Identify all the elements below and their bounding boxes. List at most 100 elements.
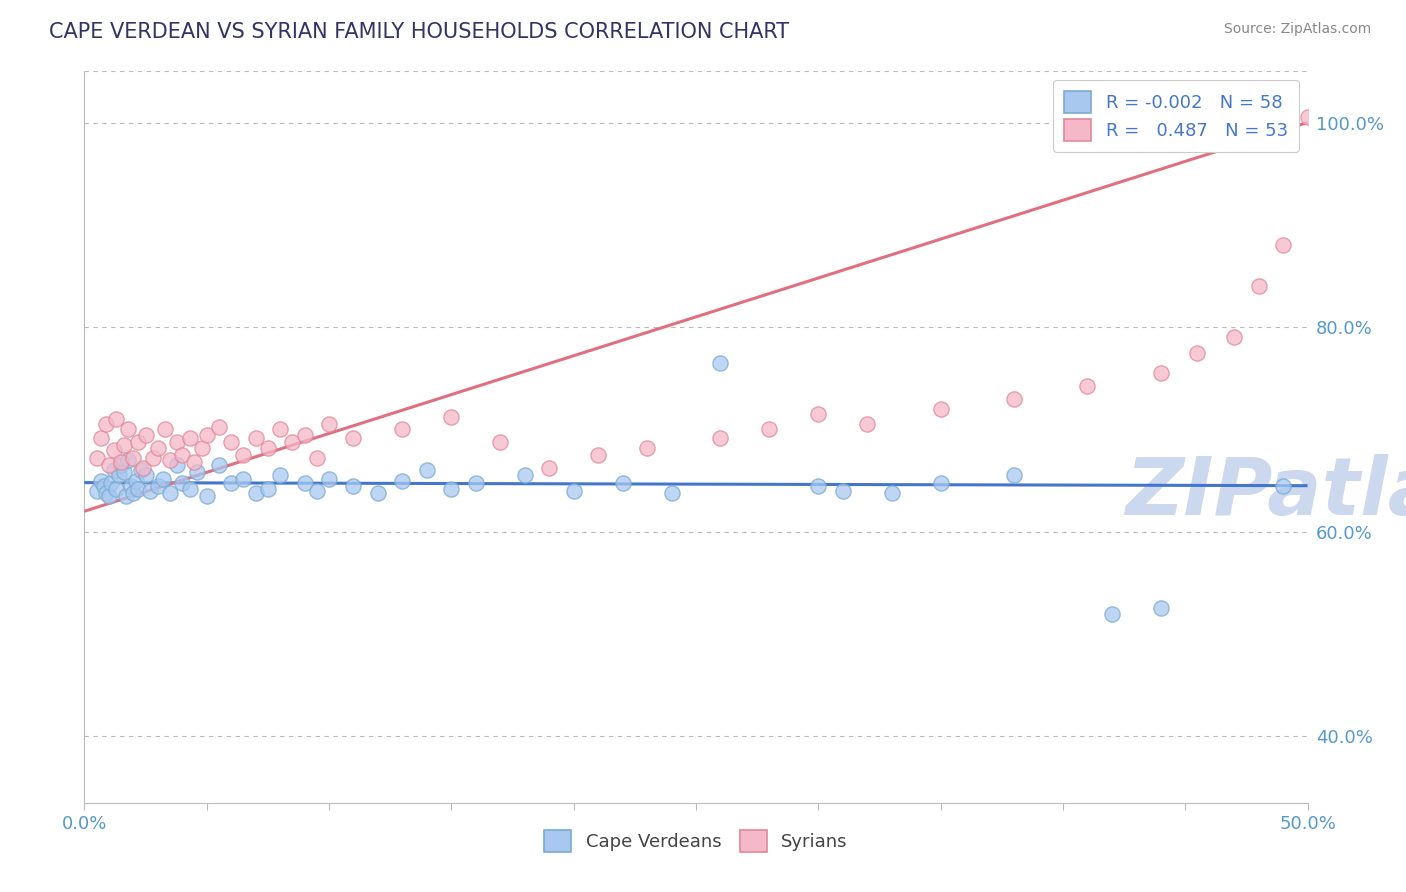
Point [880,486,903,500]
Point [538,461,561,475]
Point [294,427,316,442]
Point [269,468,291,483]
Point [90,474,112,488]
Point [1150,366,1173,380]
Point [120,478,142,492]
Point [464,475,486,490]
Point [122,451,145,466]
Point [208,420,231,434]
Point [929,401,952,416]
Legend: Cape Verdeans, Syrians: Cape Verdeans, Syrians [537,823,855,860]
Point [195,489,218,503]
Point [129,463,152,477]
Point [269,422,291,436]
Point [159,486,181,500]
Point [219,475,242,490]
Point [127,482,149,496]
Point [179,482,201,496]
Point [179,431,201,445]
Point [661,486,683,500]
Point [1076,379,1098,393]
Point [294,475,316,490]
Point [807,478,830,492]
Point [105,482,128,496]
Point [112,466,135,480]
Point [1272,238,1295,252]
Point [103,463,125,477]
Point [103,442,125,457]
Point [245,431,267,445]
Point [929,475,952,490]
Point [318,417,340,432]
Point [96,486,118,500]
Point [232,471,254,485]
Point [191,441,214,455]
Point [562,483,585,498]
Point [146,441,169,455]
Point [117,422,139,436]
Point [391,422,413,436]
Point [489,434,512,449]
Point [636,441,658,455]
Point [305,483,328,498]
Point [152,471,174,485]
Text: ZIPatlas: ZIPatlas [1125,454,1406,532]
Point [257,441,280,455]
Point [107,468,129,483]
Point [122,486,145,500]
Point [342,431,364,445]
Point [115,489,138,503]
Point [305,451,328,466]
Point [440,482,463,496]
Point [1223,330,1246,344]
Point [807,407,830,421]
Point [142,451,165,466]
Point [183,455,205,469]
Point [86,451,108,466]
Point [117,453,139,467]
Point [367,486,389,500]
Point [96,417,118,432]
Point [318,471,340,485]
Point [146,478,169,492]
Point [1150,601,1173,615]
Point [97,458,120,473]
Point [831,483,853,498]
Point [208,458,231,473]
Point [1272,478,1295,492]
Point [513,468,536,483]
Point [758,422,780,436]
Point [97,489,120,503]
Point [93,478,115,492]
Point [166,458,188,473]
Point [166,434,188,449]
Point [342,478,364,492]
Point [135,468,157,483]
Point [186,466,208,480]
Point [110,455,132,469]
Point [125,474,148,488]
Point [1002,468,1025,483]
Point [135,427,157,442]
Point [139,483,162,498]
Point [586,448,609,462]
Point [257,482,280,496]
Point [219,434,242,449]
Point [127,434,149,449]
Point [232,448,254,462]
Point [612,475,634,490]
Point [110,458,132,473]
Text: CAPE VERDEAN VS SYRIAN FAMILY HOUSEHOLDS CORRELATION CHART: CAPE VERDEAN VS SYRIAN FAMILY HOUSEHOLDS… [49,22,789,42]
Point [440,410,463,425]
Point [1101,607,1123,621]
Point [1187,345,1209,359]
Point [86,483,108,498]
Point [172,475,194,490]
Point [132,461,155,475]
Point [172,448,194,462]
Point [90,431,112,445]
Point [281,434,304,449]
Point [856,417,879,432]
Point [159,453,181,467]
Point [1296,111,1319,125]
